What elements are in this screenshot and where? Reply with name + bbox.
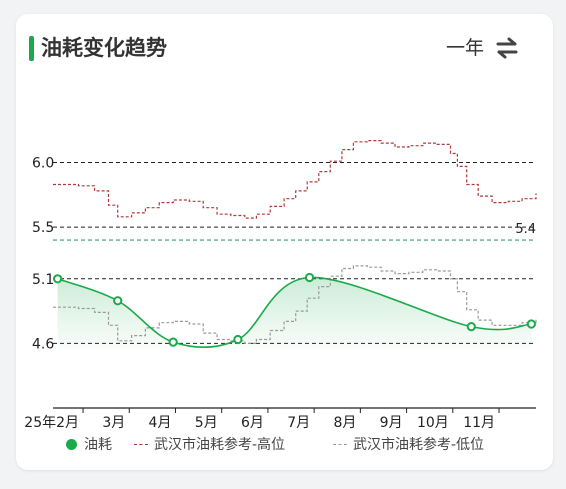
card-title: 油耗变化趋势 <box>41 36 167 60</box>
x-tick-label: 6月 <box>241 415 264 431</box>
legend-item-low[interactable]: 武汉市油耗参考-低位 <box>333 435 484 455</box>
x-tick-label: 10月 <box>417 415 449 431</box>
legend-label-low: 武汉市油耗参考-低位 <box>353 437 485 453</box>
series-line-low <box>53 265 537 344</box>
legend-item-high[interactable]: 武汉市油耗参考-高位 <box>134 435 285 455</box>
period-selector-label[interactable]: 一年 <box>446 37 485 59</box>
fuel-data-point <box>466 322 476 332</box>
legend-label-high: 武汉市油耗参考-高位 <box>154 437 286 453</box>
x-tick-label: 25年2月 <box>24 415 79 431</box>
swap-arrows-icon[interactable] <box>493 36 521 60</box>
fuel-data-point <box>168 337 178 347</box>
x-tick-label: 3月 <box>102 415 125 431</box>
x-tick-label: 11月 <box>463 415 495 431</box>
legend-dash-icon <box>134 443 148 445</box>
y-tick-label: 5.1 <box>32 272 54 288</box>
legend-dash-icon <box>333 443 347 445</box>
reference-line-label: 5.4 <box>515 222 536 237</box>
y-tick-label: 4.6 <box>32 336 54 352</box>
fuel-trend-card <box>16 14 553 470</box>
x-tick-label: 4月 <box>149 415 172 431</box>
fuel-data-point <box>233 334 243 345</box>
x-tick-label: 7月 <box>287 415 310 431</box>
y-tick-label: 5.5 <box>32 220 54 236</box>
x-tick-label: 9月 <box>380 415 403 431</box>
fuel-data-point <box>113 296 123 306</box>
title-accent-bar <box>29 36 34 61</box>
fuel-data-point <box>526 319 536 329</box>
legend-dot-icon <box>66 438 77 450</box>
series-line-high <box>53 140 537 219</box>
legend-label-fuel: 油耗 <box>84 437 112 453</box>
fuel-area <box>57 277 532 350</box>
fuel-data-point <box>53 274 63 284</box>
y-tick-label: 6.0 <box>32 156 54 172</box>
x-tick-label: 5月 <box>195 415 218 431</box>
x-tick-label: 8月 <box>333 415 356 431</box>
legend-item-fuel[interactable]: 油耗 <box>66 435 112 455</box>
fuel-data-point <box>304 272 315 283</box>
